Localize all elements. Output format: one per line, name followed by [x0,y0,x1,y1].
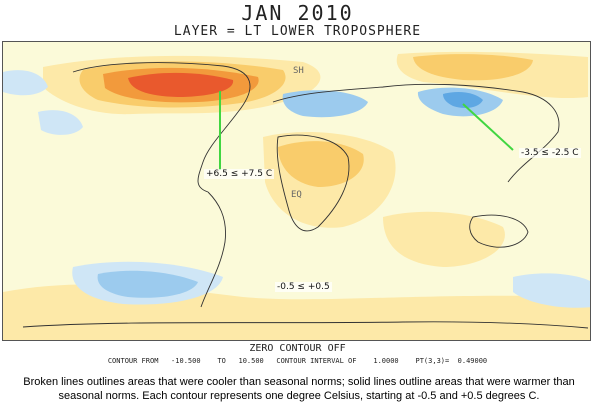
map-title: JAN 2010 [241,1,354,25]
coast-eurasia [272,83,560,183]
zero-contour-note: ZERO CONTOUR OFF [249,343,346,354]
label-south-pacific-anomaly: -0.5 ≤ +0.5 [275,282,332,292]
coast-south-america [200,191,226,308]
legend-note: Broken lines outlines areas that were co… [23,376,575,402]
cool-core-asia [443,92,483,108]
cool-region-south-east [513,273,590,308]
cool-region-west-edge [3,70,48,96]
cool-mid-south-pacific [97,270,198,298]
anomaly-map-graphic [3,42,590,340]
warm-mid-africa [278,141,364,187]
coastlines [22,62,589,329]
label-north-mark: SH [293,66,304,76]
annotation-line-asia [462,103,514,151]
coast-antarctica [22,321,589,329]
coast-australia [469,214,529,248]
warm-region-indian-ocean [383,211,505,267]
contour-info: CONTOUR FROM -10.500 TO 10.500 CONTOUR I… [107,357,488,365]
cool-region-atlantic [282,90,368,118]
label-equator: EQ [291,190,302,200]
cool-region-north-pacific [38,110,83,135]
anomaly-map: +6.5 ≤ +7.5 C -3.5 ≤ -2.5 C -0.5 ≤ +0.5 … [2,41,591,341]
coast-africa [276,134,350,232]
warm-mid-asia [413,54,533,81]
map-subtitle: LAYER = LT LOWER TROPOSPHERE [173,24,422,39]
label-asia-anomaly: -3.5 ≤ -2.5 C [519,148,581,158]
label-north-america-anomaly: +6.5 ≤ +7.5 C [204,169,275,179]
hot-core-canada [128,72,234,97]
coast-north-america [72,62,251,193]
